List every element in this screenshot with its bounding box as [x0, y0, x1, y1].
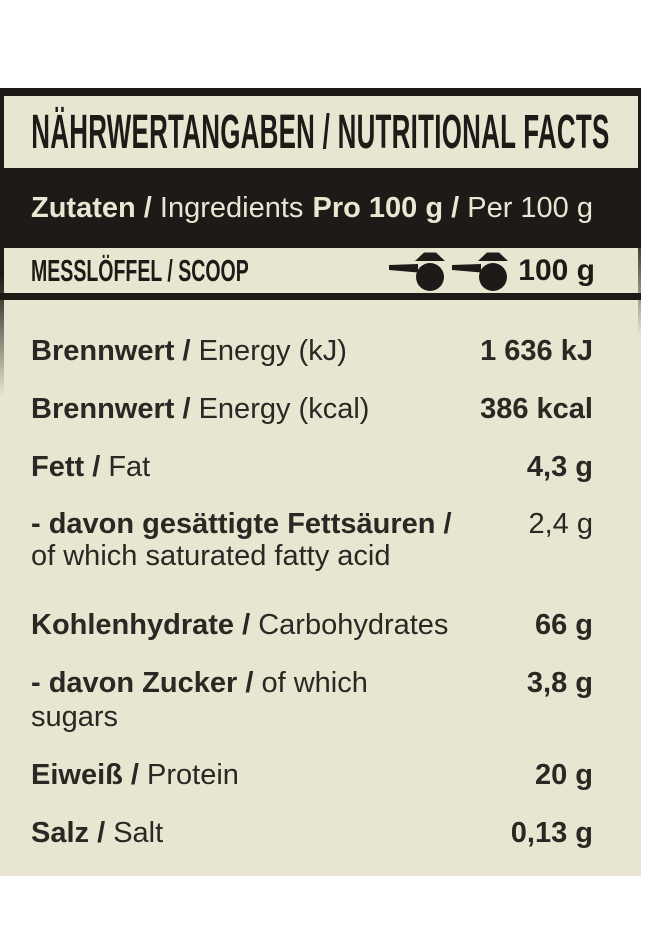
ingredients-label: Zutaten / Ingredients: [31, 192, 303, 225]
ingredients-label-en: Ingredients: [151, 191, 304, 224]
nutrient-value: 386 kcal: [480, 393, 593, 425]
scoop-row: MESSLÖFFEL / SCOOP 100 g: [0, 248, 641, 293]
nutrient-name: Brennwert / Energy (kJ): [31, 334, 347, 368]
ingredients-header-bar: Zutaten / Ingredients Pro 100 g / Per 10…: [0, 168, 641, 248]
scoop-amount-group: 100 g: [384, 251, 595, 291]
label-title: NÄHRWERTANGABEN / NUTRITIONAL FACTS: [31, 105, 610, 159]
per-100g-label-en: Per 100 g: [459, 191, 593, 224]
nutrient-value: 3,8 g: [526, 667, 593, 699]
nutrient-name: - davon Zucker / of which sugars: [31, 666, 461, 734]
nutrient-row-energy-kcal: Brennwert / Energy (kcal) 386 kcal: [31, 392, 593, 426]
scoop-amount: 100 g: [518, 253, 595, 287]
nutrient-name-de: Brennwert /: [31, 335, 191, 367]
scoop-icon: [389, 252, 446, 291]
nutrient-row-fat: Fett / Fat 4,3 g: [31, 450, 593, 484]
nutrient-value: 0,13 g: [510, 817, 593, 849]
scoop-icon: [452, 252, 509, 291]
nutrient-row-carbohydrates: Kohlenhydrate / Carbohydrates 66 g: [31, 608, 593, 642]
nutrient-name-de: Eiweiß /: [31, 759, 139, 791]
nutrient-row-salt: Salz / Salt 0,13 g: [31, 816, 593, 850]
nutrient-row-sugars: - davon Zucker / of which sugars 3,8 g: [31, 666, 593, 734]
nutrient-name-en: Carbohydrates: [250, 609, 449, 641]
nutrition-table: Brennwert / Energy (kJ) 1 636 kJ Brennwe…: [0, 300, 641, 876]
nutrient-name: Eiweiß / Protein: [31, 758, 239, 792]
nutrient-value: 20 g: [534, 759, 593, 791]
per-100g-label-de: Pro 100 g /: [312, 191, 460, 224]
nutrient-name-de: Brennwert /: [31, 393, 191, 425]
nutrient-name-en: Energy (kcal): [190, 393, 370, 425]
nutrient-name-en: Salt: [105, 817, 164, 849]
scoop-row-label: MESSLÖFFEL / SCOOP: [31, 252, 249, 288]
nutrient-name-de: Fett /: [31, 451, 101, 483]
nutrient-name: - davon gesättigte Fettsäuren / of which …: [31, 508, 452, 572]
nutrient-value: 1 636 kJ: [480, 335, 593, 367]
nutrient-row-protein: Eiweiß / Protein 20 g: [31, 758, 593, 792]
nutrient-value: 66 g: [534, 609, 593, 641]
nutrient-name-en: of which saturated fatty acid: [31, 540, 391, 572]
nutrient-value: 2,4 g: [528, 508, 594, 540]
nutrient-name: Brennwert / Energy (kcal): [31, 392, 369, 426]
nutrient-name-en: Energy (kJ): [190, 335, 347, 367]
nutrient-name-de: Kohlenhydrate /: [31, 609, 251, 641]
nutrient-name-de: - davon Zucker /: [31, 667, 254, 699]
nutrient-name-de: - davon gesättigte Fettsäuren /: [31, 508, 452, 540]
nutrient-name-en: of which sugars: [31, 667, 368, 733]
per-100g-label: Pro 100 g / Per 100 g: [313, 192, 594, 225]
nutrient-name-en: Protein: [138, 759, 239, 791]
nutrient-name-en: Fat: [100, 451, 151, 483]
nutrition-label: NÄHRWERTANGABEN / NUTRITIONAL FACTS Zuta…: [0, 88, 641, 876]
nutrient-row-energy-kj: Brennwert / Energy (kJ) 1 636 kJ: [31, 334, 593, 368]
nutrient-name: Salz / Salt: [31, 816, 163, 850]
nutrient-name: Fett / Fat: [31, 450, 150, 484]
nutrient-value: 4,3 g: [526, 451, 593, 483]
divider-rule: [0, 293, 641, 300]
nutrient-name-de: Salz /: [31, 817, 106, 849]
ingredients-label-de: Zutaten /: [31, 191, 152, 224]
nutrient-name: Kohlenhydrate / Carbohydrates: [31, 608, 448, 642]
title-area: NÄHRWERTANGABEN / NUTRITIONAL FACTS: [0, 96, 641, 168]
nutrient-row-saturated-fat: - davon gesättigte Fettsäuren / of which …: [31, 508, 593, 572]
